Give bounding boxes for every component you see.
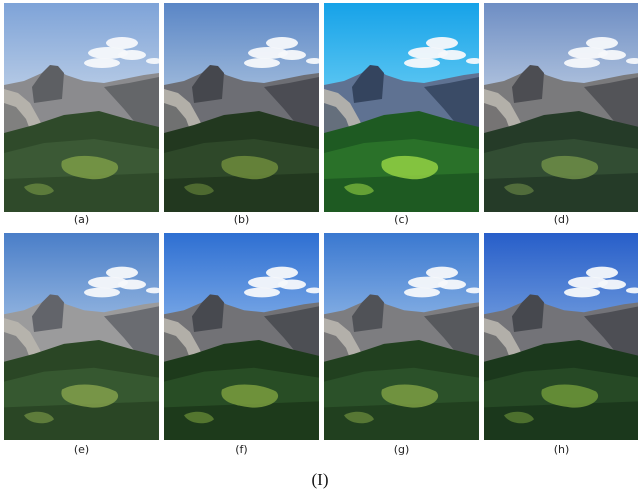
cloud [84,287,120,297]
panel-label: (h) [554,443,570,456]
panel-label: (f) [235,443,247,456]
panel-label: (b) [234,213,250,226]
cloud [564,287,600,297]
photo-panel [4,233,162,440]
cloud [244,287,280,297]
photo-panel [4,3,162,212]
photo-panel [324,233,482,440]
cloud [244,58,280,68]
cloud [404,287,440,297]
cloud [118,280,146,290]
panel-label: (g) [394,443,410,456]
figure-caption: (I) [312,470,329,489]
cloud [564,58,600,68]
cloud [118,50,146,60]
cloud [84,58,120,68]
cloud [438,50,466,60]
panel-label: (c) [394,213,409,226]
figure: (I) (a) (b) (c) (d) (e) (f) (g) (h) [0,0,638,494]
cloud [404,58,440,68]
cloud [598,280,626,290]
cloud [438,280,466,290]
photo-panel [164,3,322,212]
photo-panel [484,3,638,212]
photo-panel [324,3,482,212]
photo-panel [484,233,638,440]
panel-label: (d) [554,213,570,226]
photo-panel [164,233,322,440]
panel-label: (a) [74,213,89,226]
cloud [598,50,626,60]
cloud [278,50,306,60]
cloud [278,280,306,290]
panel-label: (e) [74,443,89,456]
